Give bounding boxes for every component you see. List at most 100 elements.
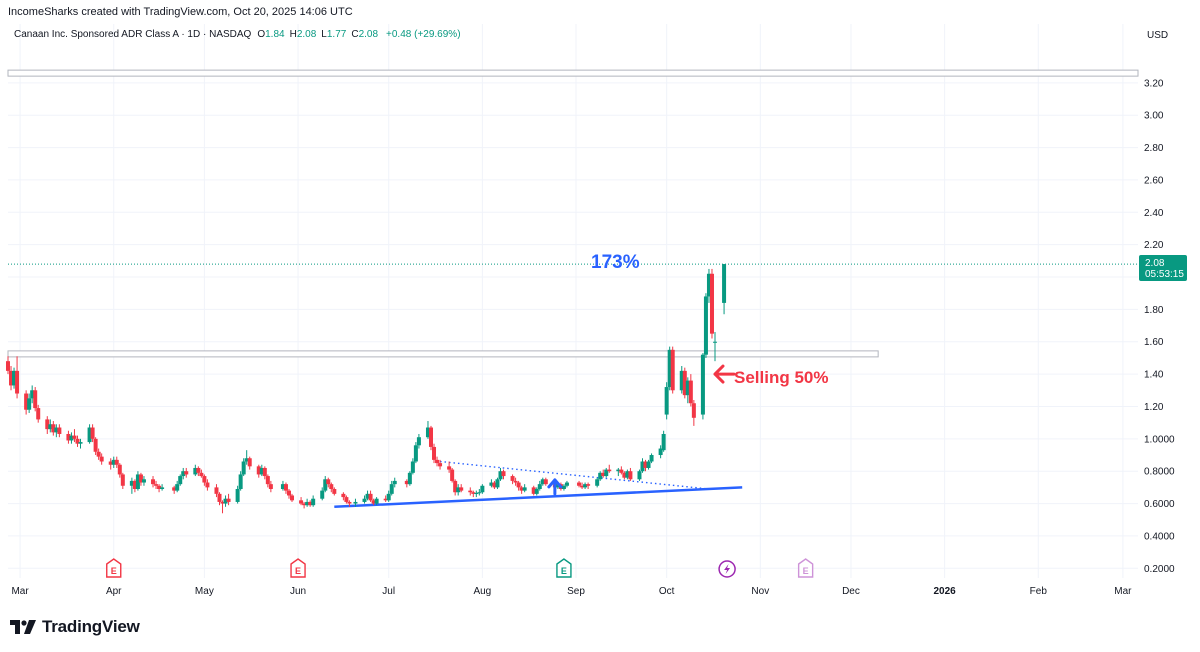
candle-up bbox=[280, 484, 285, 489]
candle-down bbox=[513, 480, 518, 483]
resistance-zone bbox=[7, 69, 1139, 77]
candle-down bbox=[90, 427, 95, 439]
price-tick-label: 1.40 bbox=[1144, 370, 1164, 381]
candle-up bbox=[175, 484, 180, 491]
candle-up bbox=[54, 427, 59, 433]
candle-down bbox=[15, 370, 20, 394]
candle-down bbox=[138, 474, 143, 483]
candle-down bbox=[117, 464, 122, 475]
candle-up bbox=[353, 501, 358, 504]
price-tick-label: 1.0000 bbox=[1144, 434, 1175, 445]
time-tick-label: Feb bbox=[1030, 586, 1048, 597]
candle-up bbox=[413, 445, 418, 462]
tradingview-logo-icon bbox=[10, 620, 36, 634]
candle-down bbox=[601, 472, 606, 477]
time-tick-label: Jun bbox=[290, 586, 306, 597]
candle-down bbox=[286, 490, 291, 496]
candlestick-series bbox=[6, 264, 727, 514]
left-arrow-icon bbox=[713, 364, 736, 384]
candle-up bbox=[616, 469, 621, 472]
price-tick-label: 0.8000 bbox=[1144, 467, 1175, 478]
candle-up bbox=[649, 455, 654, 462]
time-axis[interactable]: Mar Apr May Jun Jul Aug Sep Oct Nov Dec 2026 Feb Mar bbox=[11, 586, 1132, 597]
candle-down bbox=[226, 498, 231, 502]
candle-down bbox=[214, 487, 219, 494]
candle-up bbox=[111, 459, 116, 465]
candle-up bbox=[646, 461, 651, 468]
time-tick-label: Nov bbox=[751, 586, 769, 597]
price-tick-label: 1.80 bbox=[1144, 305, 1164, 316]
candle-down bbox=[262, 467, 267, 477]
candle-up bbox=[561, 485, 566, 489]
candle-down bbox=[622, 472, 627, 478]
candle-up bbox=[564, 482, 569, 486]
candle-down bbox=[428, 427, 433, 447]
time-tick-label: Jul bbox=[382, 586, 395, 597]
candle-up bbox=[374, 498, 379, 504]
last-price-value: 2.08 bbox=[1145, 258, 1165, 269]
candle-down bbox=[447, 466, 452, 470]
price-tick-label: 2.20 bbox=[1144, 240, 1164, 251]
price-axis[interactable]: 3.203.002.802.602.402.202.001.801.601.40… bbox=[1144, 78, 1175, 574]
last-price-tag: 2.08 05:53:15 bbox=[1139, 255, 1187, 281]
candle-down bbox=[368, 493, 373, 501]
candle-down bbox=[682, 370, 687, 396]
change-value: +0.48 (+29.69%) bbox=[386, 29, 461, 40]
candle-up bbox=[664, 387, 669, 415]
candle-up bbox=[679, 370, 684, 391]
candle-up bbox=[667, 349, 672, 388]
candle-down bbox=[580, 485, 585, 488]
candle-down bbox=[371, 500, 376, 504]
time-tick-label: Aug bbox=[473, 586, 491, 597]
candle-down bbox=[577, 482, 582, 486]
candle-up bbox=[685, 380, 690, 396]
price-tick-label: 0.6000 bbox=[1144, 499, 1175, 510]
candle-up bbox=[703, 296, 708, 355]
time-tick-label: Mar bbox=[1114, 586, 1132, 597]
candle-up bbox=[700, 354, 705, 415]
candle-up bbox=[534, 489, 539, 494]
symbol-legend[interactable]: Canaan Inc. Sponsored ADR Class A · 1D ·… bbox=[14, 29, 461, 40]
annotation-markers bbox=[547, 364, 736, 496]
candle-down bbox=[607, 469, 612, 472]
candle-up bbox=[259, 467, 264, 475]
candle-down bbox=[33, 390, 38, 409]
candle-up bbox=[477, 492, 482, 494]
currency-label[interactable]: USD bbox=[1147, 30, 1169, 41]
chart-credit: IncomeSharks created with TradingView.co… bbox=[8, 6, 353, 18]
candle-down bbox=[468, 490, 473, 493]
candle-down bbox=[66, 433, 71, 441]
candle-down bbox=[709, 273, 714, 334]
candle-down bbox=[643, 461, 648, 468]
candle-up bbox=[365, 493, 370, 499]
candle-up bbox=[474, 493, 479, 495]
candle-down bbox=[438, 463, 443, 467]
candle-down bbox=[202, 476, 207, 483]
candle-down bbox=[265, 476, 270, 485]
candle-down bbox=[24, 393, 29, 410]
candle-down bbox=[220, 501, 225, 504]
price-tick-label: 2.60 bbox=[1144, 175, 1164, 186]
time-tick-label: Apr bbox=[106, 586, 122, 597]
bar-countdown: 05:53:15 bbox=[1145, 269, 1184, 280]
time-tick-label: Mar bbox=[11, 586, 29, 597]
candle-up bbox=[362, 498, 367, 502]
candle-down bbox=[199, 472, 204, 477]
candle-down bbox=[9, 370, 14, 386]
candle-down bbox=[96, 451, 101, 457]
earnings-badge-icon bbox=[797, 558, 814, 578]
candle-down bbox=[72, 435, 77, 439]
candle-up bbox=[141, 479, 146, 483]
support-trendline bbox=[334, 486, 743, 509]
high-label: H bbox=[289, 29, 297, 40]
tradingview-logo[interactable]: TradingView bbox=[10, 617, 140, 637]
candle-up bbox=[12, 370, 17, 386]
candle-up bbox=[595, 479, 600, 486]
open-label: O bbox=[257, 29, 266, 40]
candle-up bbox=[129, 480, 134, 486]
candle-up bbox=[583, 484, 588, 488]
candle-up bbox=[311, 498, 316, 506]
candle-up bbox=[238, 474, 243, 489]
